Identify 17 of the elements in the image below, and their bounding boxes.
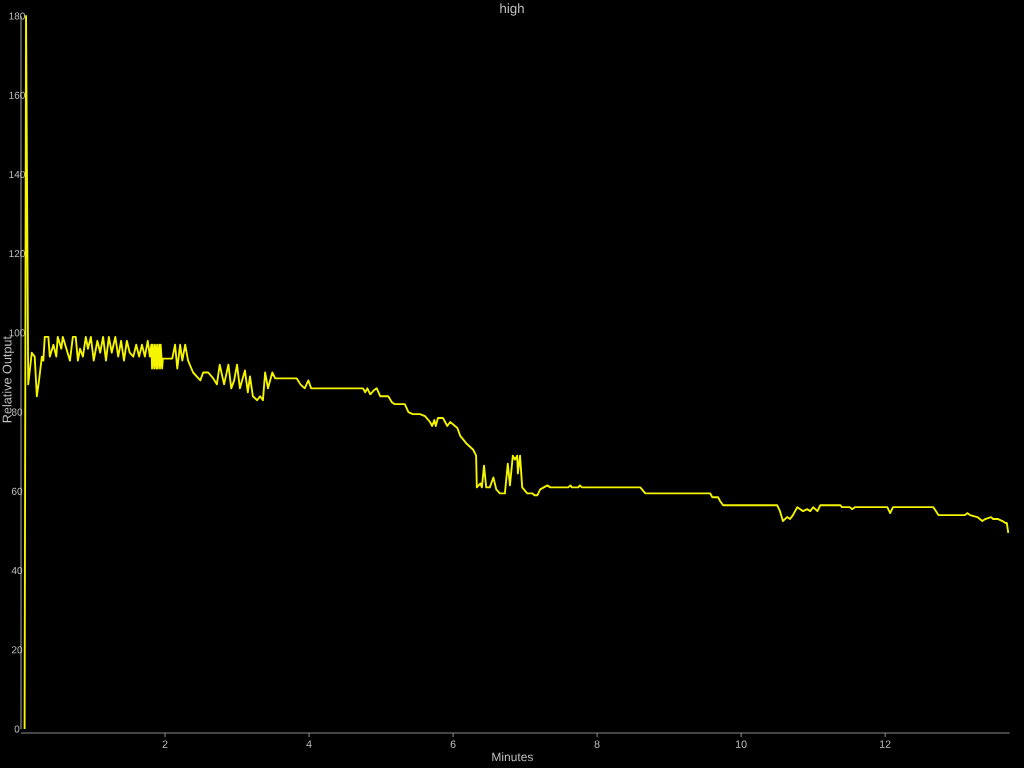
y-tick-label: 0: [14, 725, 20, 733]
x-tick-label: 12: [880, 740, 891, 748]
x-tick-label: 2: [162, 740, 168, 748]
y-tick-label: 140: [9, 170, 25, 178]
y-tick-label: 120: [9, 250, 25, 258]
x-axis-title: Minutes: [492, 752, 533, 762]
chart-title: high: [500, 3, 524, 16]
y-tick-label: 160: [9, 91, 25, 99]
x-tick-label: 10: [735, 740, 747, 748]
x-tick-label: 6: [450, 740, 456, 748]
y-tick-label: 80: [11, 408, 23, 416]
y-tick-label: 180: [9, 12, 25, 20]
x-tick-label: 8: [594, 740, 600, 748]
y-tick-label: 60: [11, 487, 23, 495]
x-tick-label: 4: [306, 740, 312, 748]
y-tick-label: 40: [11, 567, 23, 575]
y-tick-label: 20: [11, 646, 23, 654]
